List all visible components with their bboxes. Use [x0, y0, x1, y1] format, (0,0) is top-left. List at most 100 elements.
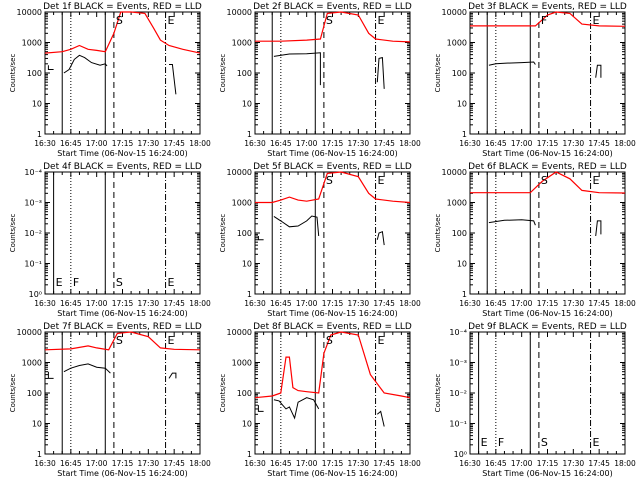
x-tick-label: 16:30 — [459, 459, 481, 468]
y-tick-label: 10⁰ — [29, 290, 42, 299]
series-events-line — [257, 236, 264, 241]
x-tick-label: 17:15 — [322, 459, 344, 468]
y-tick-label: 1000 — [22, 39, 42, 48]
x-axis-label: Start Time (06-Nov-15 16:24:00) — [267, 149, 397, 158]
y-tick-label: 10 — [242, 260, 252, 269]
x-axis-label: Start Time (06-Nov-15 16:24:00) — [267, 309, 397, 318]
series-events-line — [376, 410, 385, 427]
x-tick-label: 18:00 — [399, 299, 421, 308]
detector-panel-7: Det 7f BLACK = Events, RED = LLD 1 10 100 10… — [9, 322, 211, 478]
series-events-line — [488, 61, 536, 66]
y-tick-label: 10 — [32, 420, 42, 429]
series-events-line — [273, 397, 320, 420]
x-tick-label: 17:30 — [138, 139, 160, 148]
y-axis-label: Counts/sec — [9, 54, 17, 93]
marker-label: E — [168, 14, 175, 27]
y-axis-label: Counts/sec — [434, 214, 442, 253]
x-tick-label: 17:00 — [86, 139, 108, 148]
series-events-line — [488, 219, 536, 226]
y-tick-label: 10⁰ — [454, 450, 467, 459]
x-tick-label: 16:45 — [60, 139, 82, 148]
x-tick-label: 18:00 — [399, 139, 421, 148]
x-tick-label: 17:15 — [322, 139, 344, 148]
x-tick-label: 17:45 — [373, 139, 395, 148]
marker-label: E — [168, 276, 175, 289]
x-tick-label: 16:45 — [485, 459, 507, 468]
x-tick-label: 17:45 — [163, 139, 185, 148]
y-tick-label: 10000 — [442, 168, 467, 177]
x-tick-label: 16:30 — [459, 139, 481, 148]
x-tick-label: 17:45 — [588, 299, 610, 308]
marker-label: S — [541, 436, 548, 449]
y-tick-label: 10⁻⁴ — [24, 168, 42, 177]
x-tick-label: 17:30 — [348, 459, 370, 468]
y-tick-label: 10000 — [17, 8, 42, 17]
y-tick-label: 1000 — [447, 199, 467, 208]
x-tick-label: 17:15 — [322, 299, 344, 308]
x-tick-label: 17:30 — [138, 299, 160, 308]
y-tick-label: 10 — [242, 100, 252, 109]
x-tick-label: 17:45 — [588, 139, 610, 148]
series-events-line — [595, 220, 602, 237]
y-axis-label: Counts/sec — [434, 54, 442, 93]
y-tick-label: 100 — [27, 389, 42, 398]
detector-panel-4: Det 4f BLACK = Events, RED = LLD 10⁰ 10⁻¹ 1… — [9, 162, 211, 318]
plot-frame — [44, 11, 201, 135]
y-tick-label: 10000 — [442, 8, 467, 17]
series-events-line — [376, 231, 385, 246]
x-tick-label: 18:00 — [614, 299, 636, 308]
marker-label: E — [481, 436, 488, 449]
x-tick-label: 16:45 — [270, 139, 292, 148]
y-tick-label: 100 — [237, 389, 252, 398]
y-tick-label: 1 — [462, 290, 467, 299]
x-tick-label: 17:45 — [373, 299, 395, 308]
x-tick-label: 16:45 — [60, 299, 82, 308]
series-lld-line — [254, 331, 411, 399]
marker-label: F — [73, 276, 79, 289]
x-tick-label: 17:00 — [296, 299, 318, 308]
y-tick-label: 1 — [462, 130, 467, 139]
y-tick-label: 10⁻³ — [449, 359, 467, 368]
y-tick-label: 10 — [32, 100, 42, 109]
panel-title: Det 8f BLACK = Events, RED = LLD — [253, 322, 412, 332]
y-tick-label: 1 — [247, 130, 252, 139]
plot-frame — [469, 171, 626, 295]
x-tick-label: 17:00 — [86, 299, 108, 308]
y-tick-label: 1 — [37, 130, 42, 139]
x-tick-label: 18:00 — [614, 459, 636, 468]
x-tick-label: 17:30 — [138, 459, 160, 468]
y-tick-label: 10⁻³ — [24, 199, 42, 208]
marker-label: S — [326, 334, 333, 347]
panel-title: Det 5f BLACK = Events, RED = LLD — [253, 162, 412, 172]
y-tick-label: 1000 — [22, 359, 42, 368]
y-axis-label: Counts/sec — [219, 374, 227, 413]
detector-panel-5: Det 5f BLACK = Events, RED = LLD 1 10 100 10… — [219, 162, 421, 318]
x-tick-label: 17:45 — [373, 459, 395, 468]
marker-label: E — [168, 334, 175, 347]
y-tick-label: 100 — [237, 229, 252, 238]
series-events-line — [273, 52, 321, 86]
y-tick-label: 100 — [452, 229, 467, 238]
marker-label: E — [593, 14, 600, 27]
x-tick-label: 18:00 — [189, 459, 211, 468]
x-tick-label: 17:00 — [511, 459, 533, 468]
marker-label: S — [116, 14, 123, 27]
marker-label: S — [116, 334, 123, 347]
y-tick-label: 10 — [457, 100, 467, 109]
x-axis-label: Start Time (06-Nov-15 16:24:00) — [57, 309, 187, 318]
series-events-line — [47, 371, 54, 379]
marker-label: F — [498, 436, 504, 449]
x-tick-label: 17:15 — [537, 299, 559, 308]
y-axis-label: Counts/sec — [9, 214, 17, 253]
series-lld-line — [255, 11, 411, 43]
x-tick-label: 16:30 — [34, 459, 56, 468]
series-lld-line — [255, 171, 411, 204]
x-tick-label: 17:30 — [563, 139, 585, 148]
x-tick-label: 16:45 — [270, 459, 292, 468]
series-events-line — [273, 215, 320, 237]
x-tick-label: 17:15 — [112, 139, 134, 148]
detector-panel-8: Det 8f BLACK = Events, RED = LLD 1 10 100 10… — [219, 322, 421, 478]
x-tick-label: 17:15 — [112, 459, 134, 468]
x-tick-label: 16:45 — [60, 459, 82, 468]
y-tick-label: 100 — [237, 69, 252, 78]
